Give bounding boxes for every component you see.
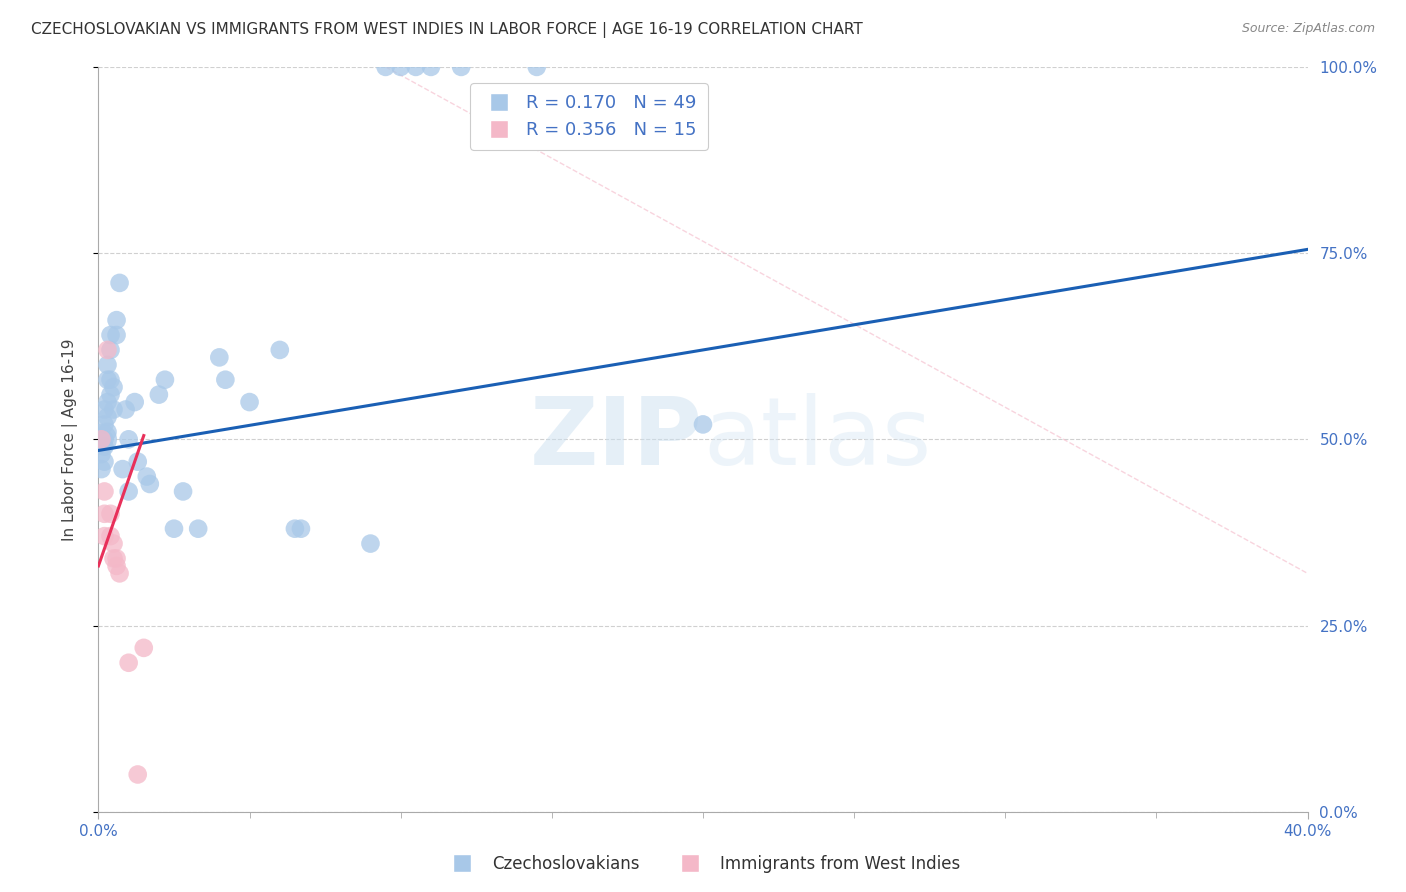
Czechoslovakians	[284, 522, 307, 536]
Immigrants from West Indies	[105, 551, 128, 566]
Czechoslovakians	[105, 313, 128, 327]
Czechoslovakians	[93, 440, 115, 454]
Czechoslovakians	[118, 484, 141, 499]
Czechoslovakians	[420, 60, 443, 74]
Czechoslovakians	[108, 276, 131, 290]
Czechoslovakians	[96, 395, 118, 409]
Czechoslovakians	[450, 60, 472, 74]
Czechoslovakians	[103, 402, 125, 417]
Czechoslovakians	[405, 60, 427, 74]
Czechoslovakians	[208, 351, 231, 365]
Immigrants from West Indies	[93, 529, 115, 543]
Czechoslovakians	[96, 409, 118, 424]
Immigrants from West Indies	[127, 767, 149, 781]
Czechoslovakians	[90, 433, 112, 447]
Czechoslovakians	[148, 387, 170, 401]
Immigrants from West Indies	[90, 433, 112, 447]
Text: Source: ZipAtlas.com: Source: ZipAtlas.com	[1241, 22, 1375, 36]
Czechoslovakians	[96, 373, 118, 387]
Immigrants from West Indies	[93, 484, 115, 499]
Czechoslovakians	[163, 522, 186, 536]
Immigrants from West Indies	[96, 343, 118, 357]
Czechoslovakians	[96, 425, 118, 439]
Czechoslovakians	[100, 373, 122, 387]
Immigrants from West Indies	[132, 640, 155, 655]
Immigrants from West Indies	[100, 529, 122, 543]
Text: ZIP: ZIP	[530, 393, 703, 485]
Czechoslovakians	[135, 469, 157, 483]
Czechoslovakians	[239, 395, 262, 409]
Legend: Czechoslovakians, Immigrants from West Indies: Czechoslovakians, Immigrants from West I…	[439, 848, 967, 880]
Czechoslovakians	[103, 380, 125, 394]
Czechoslovakians	[100, 328, 122, 343]
Immigrants from West Indies	[100, 507, 122, 521]
Czechoslovakians	[100, 387, 122, 401]
Czechoslovakians	[290, 522, 312, 536]
Czechoslovakians	[90, 447, 112, 461]
Legend: R = 0.170   N = 49, R = 0.356   N = 15: R = 0.170 N = 49, R = 0.356 N = 15	[470, 83, 707, 150]
Czechoslovakians	[692, 417, 714, 432]
Czechoslovakians	[187, 522, 209, 536]
Y-axis label: In Labor Force | Age 16-19: In Labor Force | Age 16-19	[62, 338, 77, 541]
Text: CZECHOSLOVAKIAN VS IMMIGRANTS FROM WEST INDIES IN LABOR FORCE | AGE 16-19 CORREL: CZECHOSLOVAKIAN VS IMMIGRANTS FROM WEST …	[31, 22, 863, 38]
Czechoslovakians	[100, 343, 122, 357]
Czechoslovakians	[90, 462, 112, 476]
Czechoslovakians	[93, 402, 115, 417]
Czechoslovakians	[93, 455, 115, 469]
Immigrants from West Indies	[103, 536, 125, 550]
Text: atlas: atlas	[703, 393, 931, 485]
Czechoslovakians	[139, 477, 162, 491]
Immigrants from West Indies	[93, 507, 115, 521]
Immigrants from West Indies	[105, 558, 128, 573]
Czechoslovakians	[93, 417, 115, 432]
Czechoslovakians	[93, 433, 115, 447]
Immigrants from West Indies	[108, 566, 131, 581]
Czechoslovakians	[114, 402, 136, 417]
Czechoslovakians	[360, 536, 382, 550]
Czechoslovakians	[153, 373, 176, 387]
Czechoslovakians	[96, 358, 118, 372]
Czechoslovakians	[111, 462, 134, 476]
Immigrants from West Indies	[118, 656, 141, 670]
Czechoslovakians	[127, 455, 149, 469]
Czechoslovakians	[374, 60, 396, 74]
Czechoslovakians	[172, 484, 194, 499]
Czechoslovakians	[118, 433, 141, 447]
Czechoslovakians	[269, 343, 291, 357]
Czechoslovakians	[214, 373, 236, 387]
Immigrants from West Indies	[103, 551, 125, 566]
Czechoslovakians	[526, 60, 548, 74]
Czechoslovakians	[105, 328, 128, 343]
Czechoslovakians	[124, 395, 146, 409]
Czechoslovakians	[389, 60, 412, 74]
